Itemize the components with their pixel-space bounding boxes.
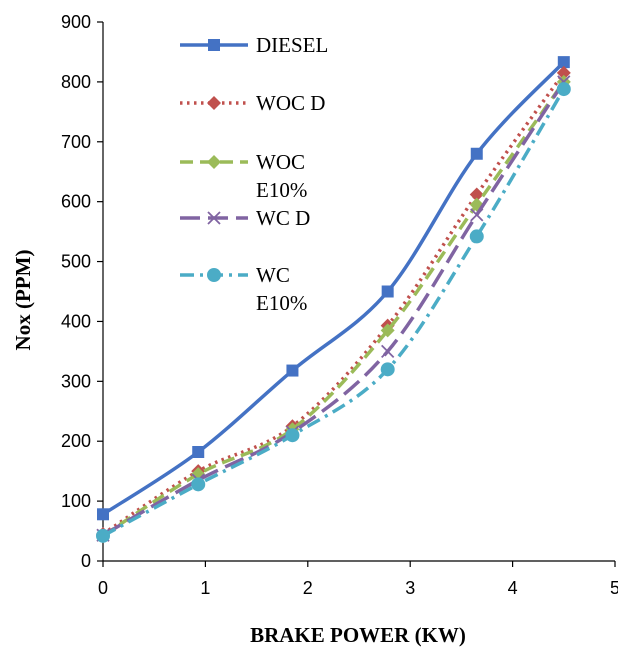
data-point <box>191 477 206 492</box>
legend-label-line: WOC D <box>256 91 325 115</box>
legend-label: WOC D <box>256 91 325 115</box>
axes <box>102 22 615 562</box>
data-point <box>286 364 299 377</box>
data-point <box>469 187 484 202</box>
legend-label-line: WC <box>256 263 290 287</box>
legend-marker <box>207 211 221 225</box>
x-tick-label: 5 <box>610 578 618 598</box>
x-tick-label: 4 <box>508 578 518 598</box>
x-tick-label: 2 <box>303 578 313 598</box>
y-tick-label: 800 <box>61 72 91 92</box>
data-point <box>380 323 395 338</box>
x-axis-ticks: 0 1 2 3 4 5 <box>98 561 618 598</box>
y-tick-label: 500 <box>61 252 91 272</box>
legend-label: DIESEL <box>256 33 328 57</box>
y-tick-label: 900 <box>61 12 91 32</box>
series-woc-d <box>96 65 571 542</box>
series-line <box>102 88 566 538</box>
x-tick-label: 1 <box>200 578 210 598</box>
legend-label-line: DIESEL <box>256 33 328 57</box>
y-axis-title: Nox (PPM) <box>11 250 35 351</box>
x-tick-label: 3 <box>405 578 415 598</box>
legend-label: WC D <box>256 206 310 230</box>
legend-marker <box>207 155 221 169</box>
legend-marker <box>207 268 221 282</box>
y-tick-label: 0 <box>81 551 91 571</box>
legend-label-line: WOC <box>256 150 305 174</box>
legend-label-line: E10% <box>256 291 307 315</box>
data-point <box>557 56 570 69</box>
series-layer <box>96 56 571 543</box>
legend-item: WOC D <box>180 91 325 115</box>
data-point <box>469 229 484 244</box>
x-axis-title: BRAKE POWER (KW) <box>250 623 466 647</box>
data-point <box>470 208 484 222</box>
series-line <box>102 71 566 536</box>
data-point <box>380 362 395 377</box>
y-tick-label: 400 <box>61 311 91 331</box>
series-diesel <box>97 56 570 521</box>
data-point <box>470 147 483 160</box>
x-tick-label: 0 <box>98 578 108 598</box>
legend-item: WC D <box>180 206 310 230</box>
y-tick-label: 300 <box>61 371 91 391</box>
legend-label: WOC E10% <box>256 150 307 202</box>
data-point <box>285 428 300 443</box>
y-tick-label: 600 <box>61 192 91 212</box>
legend-label: WC E10% <box>256 263 307 315</box>
data-point <box>97 508 109 521</box>
legend-label-line: WC D <box>256 206 310 230</box>
legend-item: WC E10% <box>180 263 307 315</box>
data-point <box>556 82 571 97</box>
legend-label-line: E10% <box>256 178 307 202</box>
legend-item: DIESEL <box>180 33 328 57</box>
legend-item: WOC E10% <box>180 150 307 202</box>
y-axis-ticks: 0 100 200 300 400 500 600 700 800 900 <box>61 12 103 571</box>
legend: DIESEL WOC D WOC E10% WC D WC E10% <box>180 33 328 315</box>
data-point <box>192 446 205 459</box>
data-point <box>381 285 394 298</box>
data-point <box>381 344 395 359</box>
legend-marker <box>208 39 220 51</box>
y-tick-label: 100 <box>61 491 91 511</box>
series-line <box>102 60 566 516</box>
data-point <box>556 65 571 80</box>
legend-marker <box>207 96 221 110</box>
data-point <box>96 528 110 543</box>
y-tick-label: 700 <box>61 132 91 152</box>
series-wc-e10- <box>96 82 571 543</box>
series-line <box>102 80 566 538</box>
y-tick-label: 200 <box>61 431 91 451</box>
series-line <box>102 80 566 537</box>
